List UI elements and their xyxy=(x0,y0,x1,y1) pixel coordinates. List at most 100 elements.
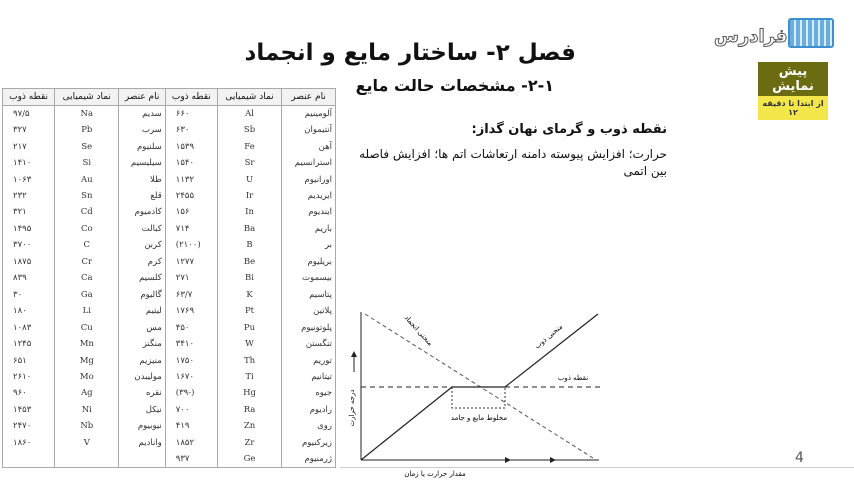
chemical-symbol: Zr xyxy=(216,434,282,452)
melting-point: ۱۰۸۳ xyxy=(1,319,55,336)
melting-point: ۳۰ xyxy=(1,286,55,303)
table-row: تنگستن W ۳۴۱۰ منگنز Mn ۱۲۴۵ xyxy=(1,335,336,353)
melting-point: ۱۸۰ xyxy=(1,302,55,320)
chemical-symbol: Zn xyxy=(216,418,282,435)
table-row: تیتانیم Ti ۱۶۷۰ مولیبدن Mo ۲۶۱۰ xyxy=(1,368,336,386)
melting-point: ۱۶۷۰ xyxy=(164,368,218,386)
table-row: اینديوم In ۱۵۶ کادمیوم Cd ۳۲۱ xyxy=(1,204,336,221)
table-row: آنتیموان Sb ۶۳۰ سرب Pb ۳۲۷ xyxy=(1,121,336,139)
table-row: بیسموت Bi ۲۷۱ کلسیم Ca ۸۳۹ xyxy=(1,270,336,287)
element-name: کادمیوم xyxy=(118,204,166,221)
melting-point: ۲۳۲ xyxy=(1,187,55,205)
element-name: کبالت xyxy=(118,220,166,238)
melting-point: ۲۷۱ xyxy=(164,270,218,287)
melting-point: ۷۱۴ xyxy=(164,220,218,238)
element-name: قلع xyxy=(118,187,166,205)
element-name: مولیبدن xyxy=(118,368,166,386)
melting-point: ۳۲۷ xyxy=(1,121,55,139)
freezing-curve-label: منحنی انجماد xyxy=(403,314,435,348)
table-row: باریم Ba ۷۱۴ کبالت Co ۱۴۹۵ xyxy=(1,220,336,238)
element-name: پلاتین xyxy=(281,302,336,320)
table-row: روی Zn ۴۱۹ نیوبیوم Nb ۲۴۷۰ xyxy=(1,418,336,435)
chemical-symbol: Cd xyxy=(54,204,119,221)
element-name: گالیوم xyxy=(118,286,166,303)
melting-point: ۱۰۶۳ xyxy=(1,171,55,188)
table-body: آلومینیم Al ۶۶۰ سدیم Na ۹۷/۵ آنتیموان Sb ۶۳۰ سرب P… xyxy=(1,105,336,468)
melting-point: ۶۶۰ xyxy=(164,105,218,122)
melting-point: ۳۴۱۰ xyxy=(164,335,218,353)
melting-point: ۹۶۰ xyxy=(1,385,55,402)
chemical-symbol: Co xyxy=(54,220,119,238)
element-name: زیرکنیوم xyxy=(281,434,336,452)
element-name: اورانیوم xyxy=(281,171,336,188)
chemical-symbol: Sr xyxy=(216,154,282,172)
table-row: رادیوم Ra ۷۰۰ نیکل Ni ۱۴۵۳ xyxy=(1,401,336,419)
element-name: منیزیم xyxy=(118,352,166,369)
melting-point: ۱۲۷۷ xyxy=(164,253,218,271)
chemical-symbol: W xyxy=(216,335,282,353)
element-name: کلسیم xyxy=(118,270,166,287)
melting-point: ۱۵۶ xyxy=(164,204,218,221)
chemical-symbol: Mo xyxy=(54,368,119,386)
element-name: توریم xyxy=(281,352,336,369)
element-name: طلا xyxy=(118,171,166,188)
chemical-symbol: Na xyxy=(54,105,119,122)
column-header: نام عنصر xyxy=(118,88,166,106)
chemical-symbol: Cu xyxy=(54,319,119,336)
melting-point: ۱۱۳۲ xyxy=(164,171,218,188)
element-name: رادیوم xyxy=(281,401,336,419)
y-axis-label: درجه حرارت xyxy=(348,390,356,427)
melting-curve-label: منحنی ذوب xyxy=(533,322,564,350)
chemical-symbol: Ir xyxy=(216,187,282,205)
element-name: اینديوم xyxy=(281,204,336,221)
melting-point: ۸۳۹ xyxy=(1,270,55,287)
melting-point: ۶۵۱ xyxy=(1,352,55,369)
element-name: منگنز xyxy=(118,335,166,353)
chemical-symbol: Sb xyxy=(216,121,282,139)
chemical-symbol: Si xyxy=(54,154,119,172)
chemical-symbol: Pb xyxy=(54,121,119,139)
column-header: نام عنصر xyxy=(281,88,336,106)
chemical-symbol: Al xyxy=(216,105,282,122)
chemical-symbol: K xyxy=(216,286,282,303)
element-name: سرب xyxy=(118,121,166,139)
chemical-symbol: Sn xyxy=(54,187,119,205)
element-name: نیوبیوم xyxy=(118,418,166,435)
book-icon xyxy=(788,18,834,48)
element-name: آنتیموان xyxy=(281,121,336,139)
element-name: تیتانیم xyxy=(281,368,336,386)
chemical-symbol: Ti xyxy=(216,368,282,386)
element-name: جیوه xyxy=(281,385,336,402)
x-axis-arrow-2 xyxy=(550,457,556,463)
table-row: اورانیوم U ۱۱۳۲ طلا Au ۱۰۶۳ xyxy=(1,171,336,188)
table-row: زیرکنیوم Zr ۱۸۵۲ وانادیم V ۱۸۶۰ xyxy=(1,434,336,452)
table-row: جیوه Hg (-۳۹) نقره Ag ۹۶۰ xyxy=(1,385,336,402)
melting-curve-line xyxy=(360,313,599,461)
section-heading: نقطه ذوب و گرمای نهان گداز: xyxy=(471,122,667,137)
element-name: روی xyxy=(281,418,336,435)
element-name: بیسموت xyxy=(281,270,336,287)
element-name: سیلیسیم xyxy=(118,154,166,172)
chemical-symbol: In xyxy=(216,204,282,221)
chemical-symbol: Au xyxy=(54,171,119,188)
melting-point: ۱۴۹۵ xyxy=(1,220,55,238)
element-name: آهن xyxy=(281,138,336,155)
chemical-symbol: Th xyxy=(216,352,282,369)
preview-label: پیش نمایش xyxy=(758,62,828,96)
melting-point: ۲۴۵۵ xyxy=(164,187,218,205)
melting-point: ۱۸۷۵ xyxy=(1,253,55,271)
melting-point: ۴۵۰ xyxy=(164,319,218,336)
melting-point: ۲۴۷۰ xyxy=(1,418,55,435)
melting-point: ۳۷۰۰ xyxy=(1,237,55,254)
table-row: پتاسیم K ۶۳/۷ گالیوم Ga ۳۰ xyxy=(1,286,336,303)
x-axis-arrow-1 xyxy=(505,457,511,463)
melting-point: ۹۳۷ xyxy=(164,451,218,468)
chemical-symbol: Nb xyxy=(54,418,119,435)
chemical-symbol: Fe xyxy=(216,138,282,155)
column-header: نماد شیمیایی xyxy=(54,88,120,106)
table-row: استرانسیم Sr ۱۵۴۰ سیلیسیم Si ۱۴۱۰ xyxy=(1,154,336,172)
element-name: سلنیوم xyxy=(118,138,166,155)
chemical-symbol: B xyxy=(216,237,282,254)
chemical-symbol: C xyxy=(54,237,119,254)
chemical-symbol: Bi xyxy=(216,270,282,287)
